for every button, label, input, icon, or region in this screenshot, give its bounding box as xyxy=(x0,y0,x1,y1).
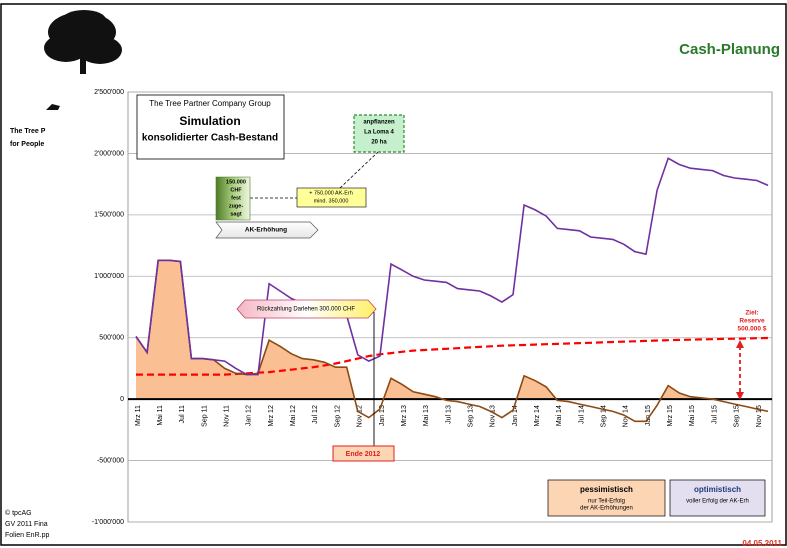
annotation-box xyxy=(332,445,395,462)
x-tick-label: Mai 13 xyxy=(423,405,430,426)
annotation-text: 150.000 xyxy=(226,179,246,185)
legend-box xyxy=(669,479,766,517)
y-tick-label: 1'000'000 xyxy=(94,273,124,280)
x-tick-label: Jan 13 xyxy=(379,405,386,426)
legend-text: nur Teil-Erfolg xyxy=(588,499,625,505)
company-line: The Tree P xyxy=(10,128,46,135)
x-tick-label: Mai 12 xyxy=(290,405,297,426)
x-tick-label: Jul 12 xyxy=(312,405,319,424)
x-tick-label: Jan 12 xyxy=(246,405,253,426)
x-tick-label: Sep 14 xyxy=(601,405,608,427)
x-tick-label: Mrz 12 xyxy=(268,405,275,427)
x-tick-label: Nov 12 xyxy=(357,405,364,427)
series-line xyxy=(135,157,769,376)
tree-logo xyxy=(44,10,122,110)
legend-box xyxy=(547,479,666,517)
annotation-box xyxy=(296,187,367,208)
annotation-text: AK-Erhöhung xyxy=(245,227,287,234)
connector xyxy=(339,151,379,189)
x-tick-label: Sep 15 xyxy=(734,405,741,427)
x-tick-label: Mai 14 xyxy=(556,405,563,426)
x-tick-label: Jan 15 xyxy=(645,405,652,426)
x-tick-label: Mrz 11 xyxy=(135,405,142,426)
plot-area xyxy=(127,91,773,523)
title-box xyxy=(136,94,285,160)
y-tick-label: -500'000 xyxy=(97,457,124,464)
y-tick-label: 1'500'000 xyxy=(94,212,124,219)
annotation-text: CHF xyxy=(230,187,242,193)
legend-name: optimistisch xyxy=(694,485,741,494)
footer-line: © tpcAG xyxy=(5,509,32,517)
y-tick-label: 0 xyxy=(120,396,124,403)
annotation-text: fest xyxy=(231,195,241,201)
x-tick-label: Mrz 14 xyxy=(534,405,541,427)
legend-name: pessimistisch xyxy=(580,485,633,494)
annotation-text: zuge- xyxy=(229,203,244,209)
x-tick-label: Mrz 15 xyxy=(667,405,674,427)
x-tick-label: Mrz 13 xyxy=(401,405,408,427)
series-line xyxy=(135,259,769,423)
annotation-text: sagt xyxy=(230,211,241,217)
date: 04.05.2011 xyxy=(742,539,782,548)
footer-line: GV 2011 Fina xyxy=(5,521,48,528)
annotation-text: anpflanzen xyxy=(363,120,395,126)
annotation-text: Rückzahlung Darlehen 300.000 CHF xyxy=(257,307,355,313)
y-tick-label: -1'000'000 xyxy=(92,519,124,526)
annotation-tag xyxy=(215,176,251,221)
chart: The Tree P for People © tpcAG GV 2011 Fina F… xyxy=(5,89,772,539)
annotation-text: Ziel: xyxy=(745,310,758,317)
area xyxy=(136,260,713,400)
annotation-arrow xyxy=(215,221,319,239)
x-tick-label: Sep 13 xyxy=(467,405,474,427)
x-tick-label: Jul 13 xyxy=(445,405,452,424)
x-tick-label: Jul 15 xyxy=(711,405,718,424)
title: Simulation xyxy=(179,114,240,128)
x-tick-label: Jan 14 xyxy=(512,405,519,426)
annotation-text: La Loma 4 xyxy=(364,130,394,136)
x-tick-label: Nov 15 xyxy=(756,405,763,427)
footer-line: Folien EnR.pp xyxy=(5,532,49,539)
annotation-text: + 750,000 AK-Erh xyxy=(309,190,353,196)
y-tick-label: 2'500'000 xyxy=(94,89,124,96)
subtitle: konsolidierter Cash-Bestand xyxy=(142,133,278,144)
annotation-text: Reserve xyxy=(739,318,765,325)
annotation-text: 500.000 $ xyxy=(738,326,767,333)
annotation-text: Ende 2012 xyxy=(346,451,381,458)
annotation-text: mind. 350,000 xyxy=(314,198,349,204)
x-tick-label: Mai 15 xyxy=(689,405,696,426)
x-tick-label: Nov 13 xyxy=(490,405,497,427)
legend-text: voller Erfolg der AK-Erh xyxy=(686,499,749,505)
slide-title: Cash-Planung xyxy=(679,41,780,58)
annotation-text: 20 ha xyxy=(371,140,387,146)
x-tick-label: Nov 11 xyxy=(224,405,231,427)
annotation-box xyxy=(353,114,405,153)
x-tick-label: Mai 11 xyxy=(157,405,164,426)
title-company: The Tree Partner Company Group xyxy=(149,99,271,108)
x-tick-label: Jul 11 xyxy=(179,405,186,423)
annotation-arrow xyxy=(236,299,377,319)
x-tick-label: Sep 11 xyxy=(201,405,208,427)
x-tick-label: Jul 14 xyxy=(578,405,585,424)
y-tick-label: 500'000 xyxy=(99,335,124,342)
legend-text: der AK-Erhöhungen xyxy=(580,506,633,512)
company-line: for People xyxy=(10,141,44,148)
x-tick-label: Sep 12 xyxy=(334,405,341,427)
y-tick-label: 2'000'000 xyxy=(94,150,124,157)
